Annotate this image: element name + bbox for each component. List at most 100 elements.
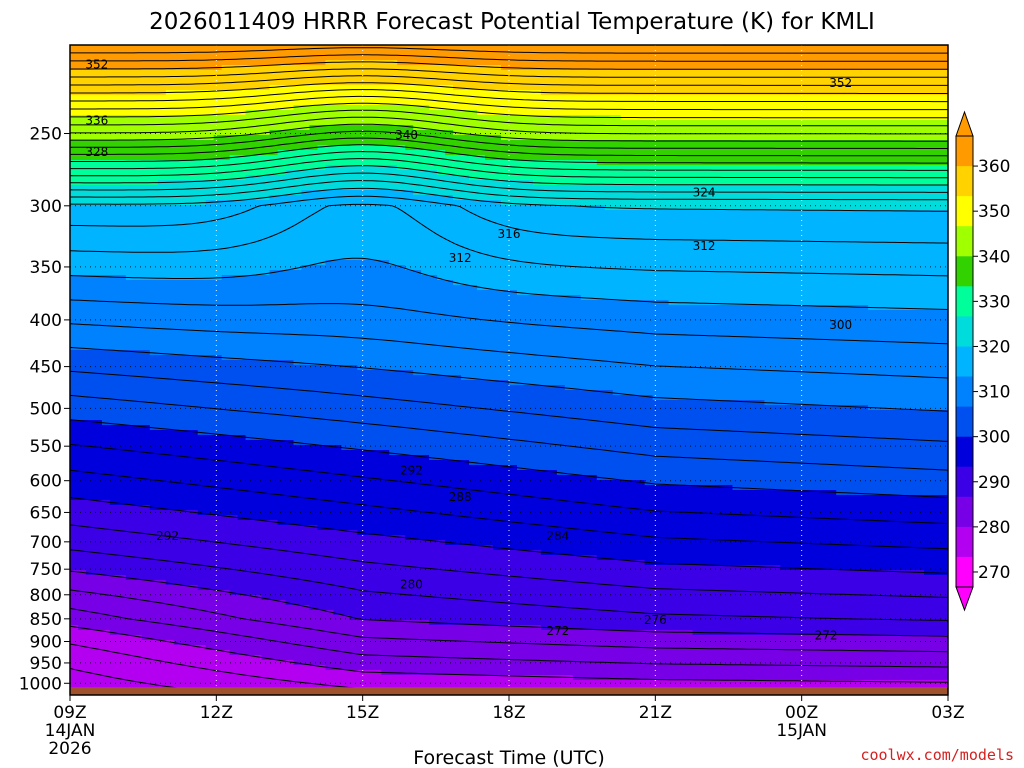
band-cell xyxy=(229,460,239,466)
band-cell xyxy=(349,550,358,556)
band-cell xyxy=(197,530,207,536)
band-cell xyxy=(125,295,135,301)
band-cell xyxy=(70,535,79,541)
band-cell xyxy=(253,460,263,466)
band-cell xyxy=(133,355,143,361)
band-cell xyxy=(301,450,311,456)
band-cell xyxy=(181,280,191,286)
band-cell xyxy=(365,555,374,561)
band-cell xyxy=(325,490,334,496)
band-cell xyxy=(341,565,350,571)
band-cell xyxy=(221,250,231,256)
band-cell xyxy=(237,355,247,361)
band-cell xyxy=(173,385,183,391)
band-cell xyxy=(229,450,239,456)
band-cell xyxy=(261,280,271,286)
band-cell xyxy=(349,600,358,606)
band-cell xyxy=(213,155,223,161)
band-cell xyxy=(237,45,247,51)
band-cell xyxy=(269,480,279,486)
band-cell xyxy=(365,175,374,181)
band-cell xyxy=(333,620,342,626)
band-cell xyxy=(133,595,143,601)
band-cell xyxy=(133,380,143,386)
band-cell xyxy=(77,60,87,66)
band-cell xyxy=(301,110,311,116)
band-cell xyxy=(349,160,358,166)
band-cell xyxy=(325,270,334,276)
band-cell xyxy=(245,565,255,571)
band-cell xyxy=(245,390,255,396)
band-cell xyxy=(101,615,111,621)
band-cell xyxy=(85,665,95,671)
band-cell xyxy=(341,285,350,291)
band-cell xyxy=(125,630,135,636)
band-cell xyxy=(277,50,287,56)
band-cell xyxy=(309,445,319,451)
band-cell xyxy=(181,375,191,381)
band-cell xyxy=(293,235,303,241)
band-cell xyxy=(253,165,263,171)
band-cell xyxy=(117,545,127,551)
band-cell xyxy=(285,75,295,81)
band-cell xyxy=(85,195,95,201)
band-cell xyxy=(293,325,303,331)
band-cell xyxy=(213,190,223,196)
band-cell xyxy=(349,545,358,551)
band-cell xyxy=(221,545,231,551)
band-cell xyxy=(365,145,374,151)
band-cell xyxy=(221,505,231,511)
band-cell xyxy=(333,175,342,181)
band-cell xyxy=(189,435,199,441)
band-cell xyxy=(269,245,279,251)
band-cell xyxy=(165,325,175,331)
band-cell xyxy=(125,645,135,651)
band-cell xyxy=(261,150,271,156)
band-cell xyxy=(189,355,199,361)
band-cell xyxy=(125,305,135,311)
band-cell xyxy=(197,375,207,381)
band-cell xyxy=(229,285,239,291)
band-cell xyxy=(181,95,191,101)
band-cell xyxy=(133,570,143,576)
band-cell xyxy=(285,310,295,316)
band-cell xyxy=(317,415,327,421)
band-cell xyxy=(365,600,374,606)
band-cell xyxy=(109,275,119,281)
band-cell xyxy=(213,510,223,516)
band-cell xyxy=(125,115,135,121)
band-cell xyxy=(149,385,159,391)
band-cell xyxy=(301,655,311,661)
band-cell xyxy=(357,390,366,396)
band-cell xyxy=(141,110,151,116)
band-cell xyxy=(341,535,350,541)
band-cell xyxy=(157,360,167,366)
band-cell xyxy=(357,535,366,541)
band-cell xyxy=(205,205,215,211)
band-cell xyxy=(237,65,247,71)
band-cell xyxy=(85,65,95,71)
band-cell xyxy=(333,375,342,381)
band-cell xyxy=(333,160,342,166)
band-cell xyxy=(253,350,263,356)
band-cell xyxy=(165,115,175,121)
band-cell xyxy=(189,315,199,321)
band-cell xyxy=(229,155,239,161)
band-cell xyxy=(197,435,207,441)
band-cell xyxy=(317,50,327,56)
band-cell xyxy=(157,680,167,686)
band-cell xyxy=(245,340,255,346)
band-cell xyxy=(277,270,287,276)
band-cell xyxy=(293,635,303,641)
band-cell xyxy=(229,540,239,546)
band-cell xyxy=(261,155,271,161)
band-cell xyxy=(253,615,263,621)
band-cell xyxy=(293,70,303,76)
band-cell xyxy=(301,570,311,576)
band-cell xyxy=(101,135,111,141)
band-cell xyxy=(221,165,231,171)
band-cell xyxy=(333,95,342,101)
band-cell xyxy=(237,535,247,541)
band-cell xyxy=(205,190,215,196)
band-cell xyxy=(189,260,199,266)
